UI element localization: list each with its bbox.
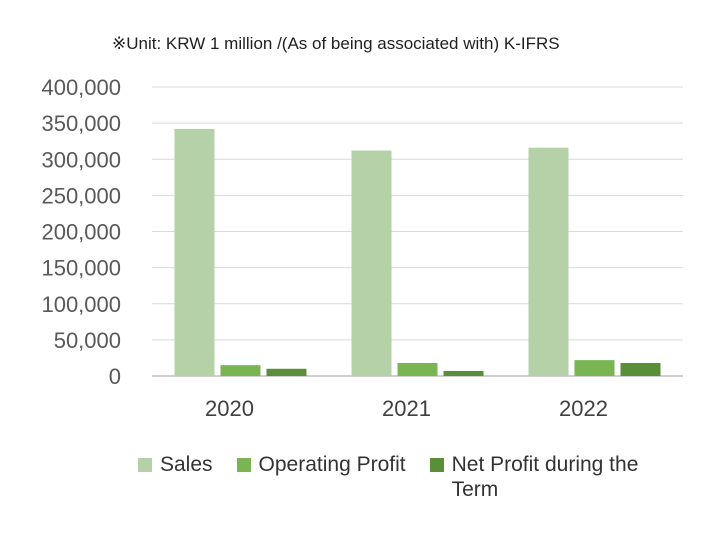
bar-net-profit-during-the-term-2022 (620, 362, 661, 376)
legend-item-operating-profit: Operating Profit (236, 452, 406, 477)
y-tick-label: 350,000 (41, 111, 121, 136)
bar-operating-profit-2022 (574, 360, 615, 376)
x-tick-label: 2021 (382, 396, 431, 421)
y-tick-label: 300,000 (41, 147, 121, 172)
x-axis-ticks: 2020 2021 2022 (205, 396, 608, 421)
y-tick-label: 0 (109, 364, 121, 389)
legend-label-sales: Sales (160, 453, 213, 476)
y-tick-label: 250,000 (41, 183, 121, 208)
y-tick-label: 50,000 (54, 328, 121, 353)
legend-item-net-profit: Net Profit during the Term (429, 452, 642, 502)
unit-note: ※Unit: KRW 1 million /(As of being assoc… (112, 34, 560, 53)
bar-sales-2022 (528, 147, 569, 376)
legend: Sales Operating Profit Net Profit during… (138, 452, 642, 502)
bar-net-profit-during-the-term-2020 (266, 368, 307, 376)
legend-swatch-net-profit (429, 458, 444, 472)
legend-swatch-operating-profit (236, 458, 251, 472)
legend-item-sales: Sales (138, 452, 213, 477)
legend-label-net-profit: Net Profit during the Term (451, 453, 639, 501)
y-tick-label: 200,000 (41, 220, 121, 245)
bar-operating-profit-2021 (397, 362, 438, 376)
bar-sales-2020 (174, 128, 215, 376)
bars (174, 128, 661, 376)
y-tick-label: 400,000 (41, 75, 121, 100)
y-tick-label: 150,000 (41, 256, 121, 281)
y-axis-ticks: 0 50,000 100,000 150,000 200,000 250,000 300,0… (41, 75, 121, 389)
bar-sales-2021 (351, 150, 392, 376)
x-tick-label: 2022 (559, 396, 608, 421)
x-tick-label: 2020 (205, 396, 254, 421)
bar-net-profit-during-the-term-2021 (443, 370, 484, 376)
y-tick-label: 100,000 (41, 292, 121, 317)
gridlines (152, 86, 683, 377)
legend-swatch-sales (138, 458, 152, 472)
bar-chart: 0 50,000 100,000 150,000 200,000 250,000 300,0… (41, 75, 683, 421)
legend-label-operating-profit: Operating Profit (258, 453, 406, 476)
bar-operating-profit-2020 (220, 365, 261, 376)
